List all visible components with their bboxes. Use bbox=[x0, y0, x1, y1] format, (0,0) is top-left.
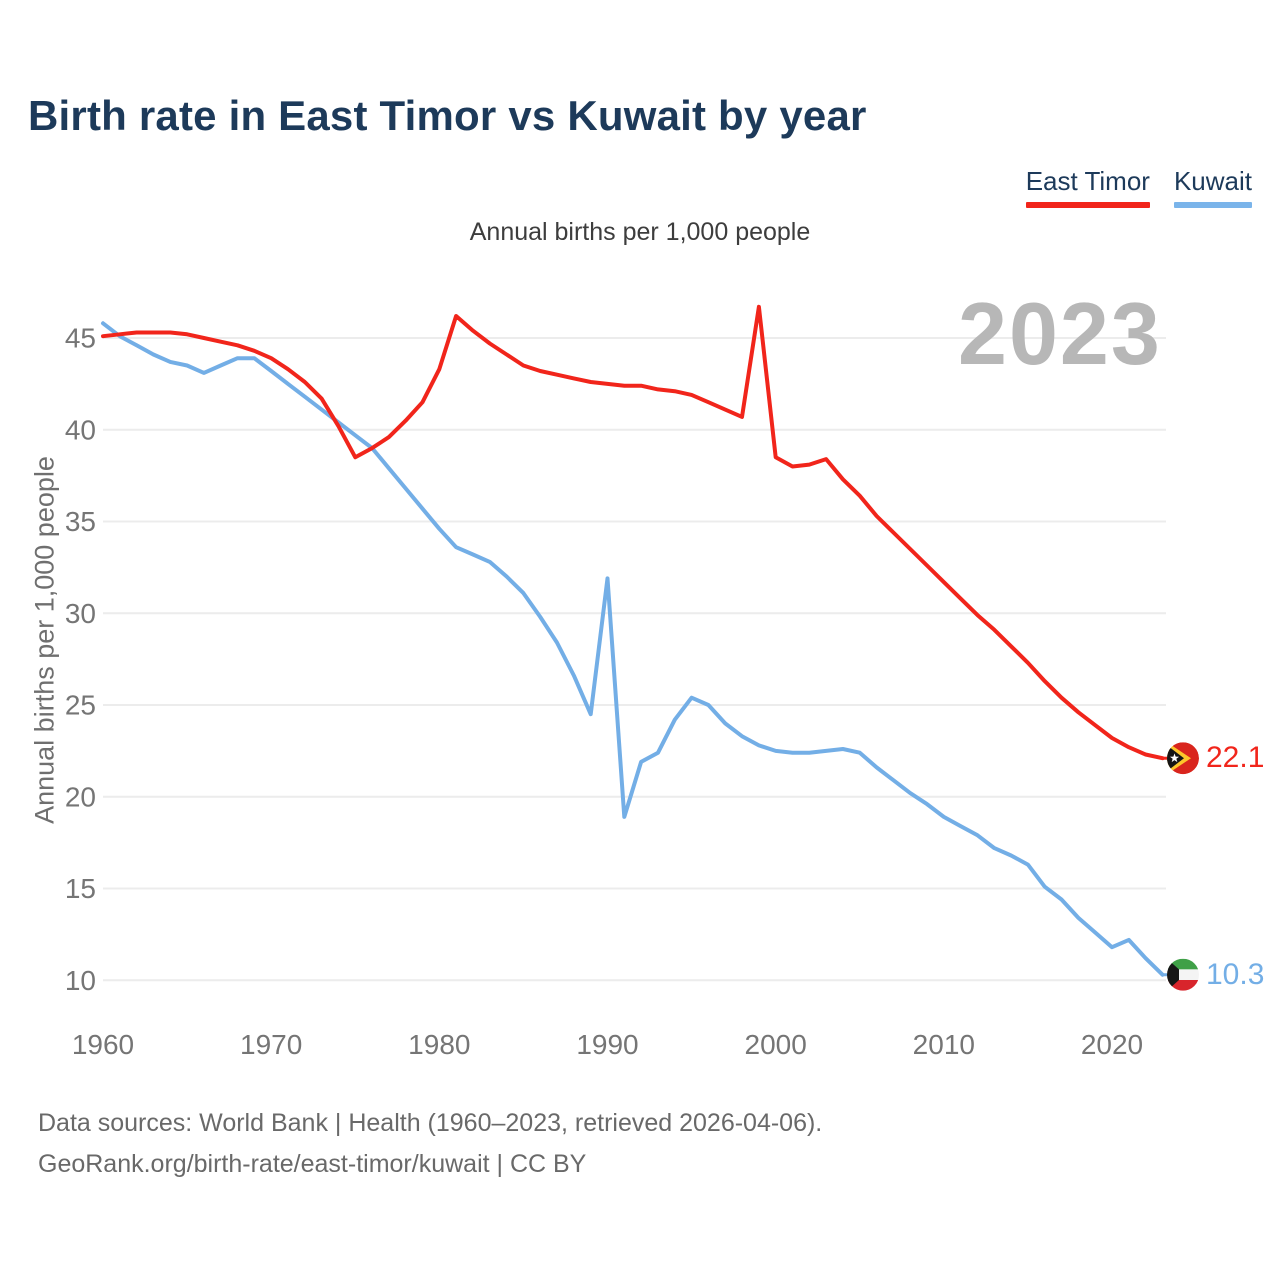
x-tick-label: 1960 bbox=[72, 1029, 134, 1060]
east-timor-end-value: 22.1 bbox=[1206, 741, 1265, 774]
footer: Data sources: World Bank | Health (1960–… bbox=[38, 1103, 822, 1185]
x-tick-label: 1980 bbox=[408, 1029, 470, 1060]
y-tick-label: 40 bbox=[65, 414, 96, 445]
gridlines bbox=[103, 337, 1166, 982]
data-series bbox=[101, 304, 1167, 977]
x-tick-label: 2010 bbox=[913, 1029, 975, 1060]
legend-color-bar-east-timor bbox=[1025, 202, 1150, 208]
y-tick-label: 10 bbox=[65, 965, 96, 996]
x-tick-label: 1970 bbox=[240, 1029, 302, 1060]
legend-item-kuwait[interactable]: Kuwait bbox=[1173, 166, 1252, 208]
footer-url[interactable]: GeoRank.org/birth-rate/east-timor/kuwait… bbox=[38, 1150, 587, 1178]
x-tick-label: 2020 bbox=[1081, 1029, 1143, 1060]
legend-label-east-timor: East Timor bbox=[1025, 166, 1150, 196]
watermark-year: 2023 bbox=[958, 284, 1162, 383]
legend-color-bar-kuwait bbox=[1173, 202, 1252, 208]
kuwait-flag-icon bbox=[1167, 958, 1199, 991]
kuwait-end-value: 10.3 bbox=[1206, 958, 1265, 991]
y-tick-label: 25 bbox=[65, 690, 96, 721]
east-timor-line[interactable] bbox=[101, 304, 1165, 761]
chart-subtitle: Annual births per 1,000 people bbox=[469, 218, 811, 246]
y-axis-title: Annual births per 1,000 people bbox=[29, 456, 60, 824]
y-tick-label: 20 bbox=[65, 781, 96, 812]
y-tick-label: 15 bbox=[65, 873, 96, 904]
legend: East Timor Kuwait bbox=[1025, 166, 1252, 208]
y-tick-label: 35 bbox=[65, 506, 96, 537]
legend-item-east-timor[interactable]: East Timor bbox=[1025, 166, 1150, 208]
legend-label-kuwait: Kuwait bbox=[1173, 166, 1252, 196]
x-tick-label: 2000 bbox=[745, 1029, 807, 1060]
page-title: Birth rate in East Timor vs Kuwait by ye… bbox=[28, 92, 867, 139]
east-timor-flag-icon bbox=[1167, 742, 1199, 775]
kuwait-line[interactable] bbox=[101, 321, 1165, 977]
axis-tick-labels: 45 40 35 30 25 20 15 10 1960 1970 1980 1990 2000 2010… bbox=[65, 323, 1143, 1061]
x-tick-label: 1990 bbox=[576, 1029, 638, 1060]
y-tick-label: 45 bbox=[65, 323, 96, 354]
y-tick-label: 30 bbox=[65, 598, 96, 629]
footer-sources: Data sources: World Bank | Health (1960–… bbox=[38, 1109, 823, 1137]
